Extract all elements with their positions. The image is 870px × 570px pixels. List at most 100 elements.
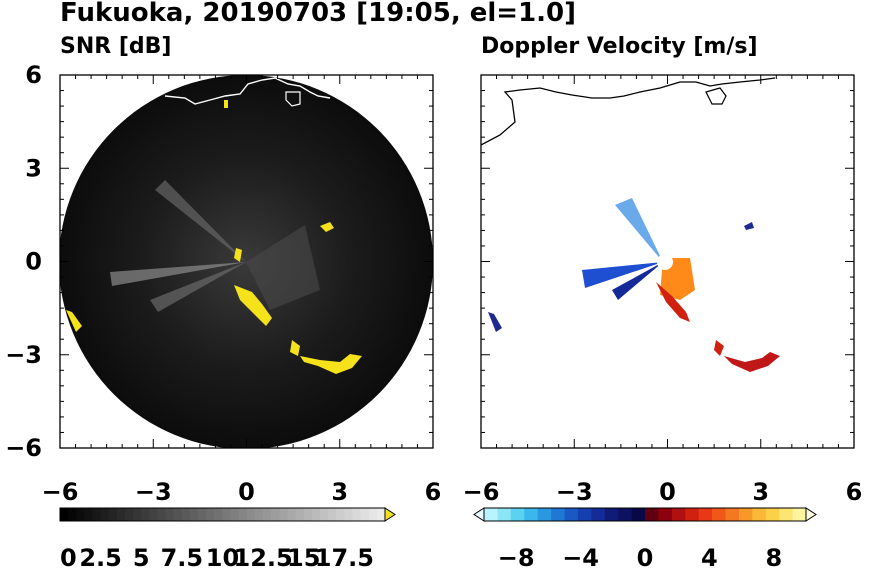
velocity-beam-southwest [612, 262, 663, 300]
colorbar-label: 0 [60, 544, 77, 570]
colorbar-swatch [68, 508, 77, 521]
colorbar-swatch [352, 508, 362, 521]
echo-segment-f [224, 100, 228, 108]
y-tick-label: 6 [25, 61, 42, 89]
colorbar-swatch [149, 508, 158, 521]
x-tick-label: 0 [238, 478, 255, 506]
colorbar-swatch [246, 508, 256, 521]
colorbar-swatch [165, 508, 175, 521]
velocity-echo-c [724, 352, 780, 372]
colorbar-frame [59, 507, 386, 522]
colorbar-label: 15 [287, 544, 320, 570]
snr-ticks [59, 74, 434, 449]
echo-segment-d [66, 310, 82, 332]
colorbar-swatch [591, 508, 606, 521]
colorbar-extend-max [805, 507, 817, 522]
doppler-tick-labels: −6 −3 0 3 6 [463, 478, 863, 506]
colorbar-swatch [631, 508, 646, 521]
colorbar-swatch [725, 508, 740, 521]
colorbar-label: 0 [637, 544, 654, 570]
velocity-beam-west [582, 262, 663, 288]
coastline-island [285, 91, 301, 107]
colorbar-swatch [497, 508, 512, 521]
radar-site-mask [657, 254, 673, 270]
colorbar-swatch [295, 508, 305, 521]
echo-band [66, 100, 362, 374]
x-tick-label: 3 [331, 478, 348, 506]
doppler-ticks [480, 74, 855, 449]
colorbar-swatch [214, 508, 223, 521]
y-tick-label: 3 [25, 154, 42, 182]
colorbar-swatch [328, 508, 337, 521]
echo-segment-c [300, 354, 362, 374]
colorbar-swatch [230, 508, 240, 521]
snr-tick-labels: −6 −3 0 3 6 6 3 0 −3 −6 [5, 61, 441, 506]
figure-title: Fukuoka, 20190703 [19:05, el=1.0] [60, 0, 577, 28]
colorbar-swatch [116, 508, 126, 521]
radar-range-disk [60, 75, 433, 448]
colorbar-swatch [190, 508, 199, 521]
colorbar-swatch [76, 508, 85, 521]
colorbar-swatch [141, 508, 150, 521]
colorbar-swatch [671, 508, 686, 521]
colorbar-swatch [524, 508, 539, 521]
colorbar-swatch [658, 508, 673, 521]
colorbar-swatch [311, 508, 321, 521]
colorbar-swatch [336, 508, 345, 521]
colorbar-swatch [255, 508, 264, 521]
colorbar-swatch [108, 508, 118, 521]
colorbar-swatch [577, 508, 592, 521]
near-range-clutter [246, 225, 320, 310]
colorbar-swatch [133, 508, 142, 521]
colorbar-swatch [752, 508, 767, 521]
colorbar-swatch [368, 508, 378, 521]
colorbar-swatch [344, 508, 353, 521]
colorbar-swatch [287, 508, 297, 521]
colorbar-swatch [92, 508, 102, 521]
colorbar-label: 4 [701, 544, 718, 570]
x-tick-label: −3 [135, 478, 172, 506]
colorbar-extend-max [384, 507, 396, 522]
colorbar-label: 2.5 [79, 544, 122, 570]
y-tick-label: −3 [5, 341, 42, 369]
colorbar-label: 8 [765, 544, 782, 570]
clutter-beam-west [110, 262, 246, 286]
colorbar-swatch [84, 508, 93, 521]
colorbar-swatch [125, 508, 134, 521]
colorbar-swatch [537, 508, 552, 521]
x-tick-label: −3 [556, 478, 593, 506]
colorbar-swatch [206, 508, 215, 521]
colorbar-label: −4 [562, 544, 599, 570]
doppler-colorbar: −8 −4 0 4 8 [473, 507, 817, 570]
colorbar-swatch [645, 508, 659, 521]
colorbar-swatch [157, 508, 167, 521]
x-tick-label: 6 [425, 478, 442, 506]
colorbar-swatch [60, 508, 69, 521]
colorbar-swatch [238, 508, 248, 521]
colorbar-swatch [510, 508, 525, 521]
colorbar-swatch [376, 508, 386, 521]
velocity-echo-e [744, 222, 754, 230]
coastline-island [705, 87, 727, 105]
colorbar-swatch [181, 508, 191, 521]
colorbar-label: −8 [498, 544, 535, 570]
colorbar-swatch [698, 508, 713, 521]
colorbar-swatch [222, 508, 232, 521]
colorbar-extend-min [473, 507, 485, 522]
colorbar-label: 17.5 [315, 544, 374, 570]
colorbar-swatch [618, 508, 632, 521]
doppler-panel-title: Doppler Velocity [m/s] [481, 34, 758, 59]
x-tick-label: 6 [846, 478, 863, 506]
coastline [164, 77, 331, 105]
echo-segment-g [234, 248, 242, 262]
colorbar-label: 7.5 [161, 544, 204, 570]
clutter-beam-southwest [150, 262, 246, 312]
colorbar-swatch [712, 508, 726, 521]
colorbar-swatch [271, 508, 280, 521]
x-tick-label: −6 [463, 478, 500, 506]
snr-panel: −6 −3 0 3 6 6 3 0 −3 −6 [5, 61, 441, 506]
colorbar-swatch [360, 508, 370, 521]
colorbar-label: 12.5 [234, 544, 293, 570]
